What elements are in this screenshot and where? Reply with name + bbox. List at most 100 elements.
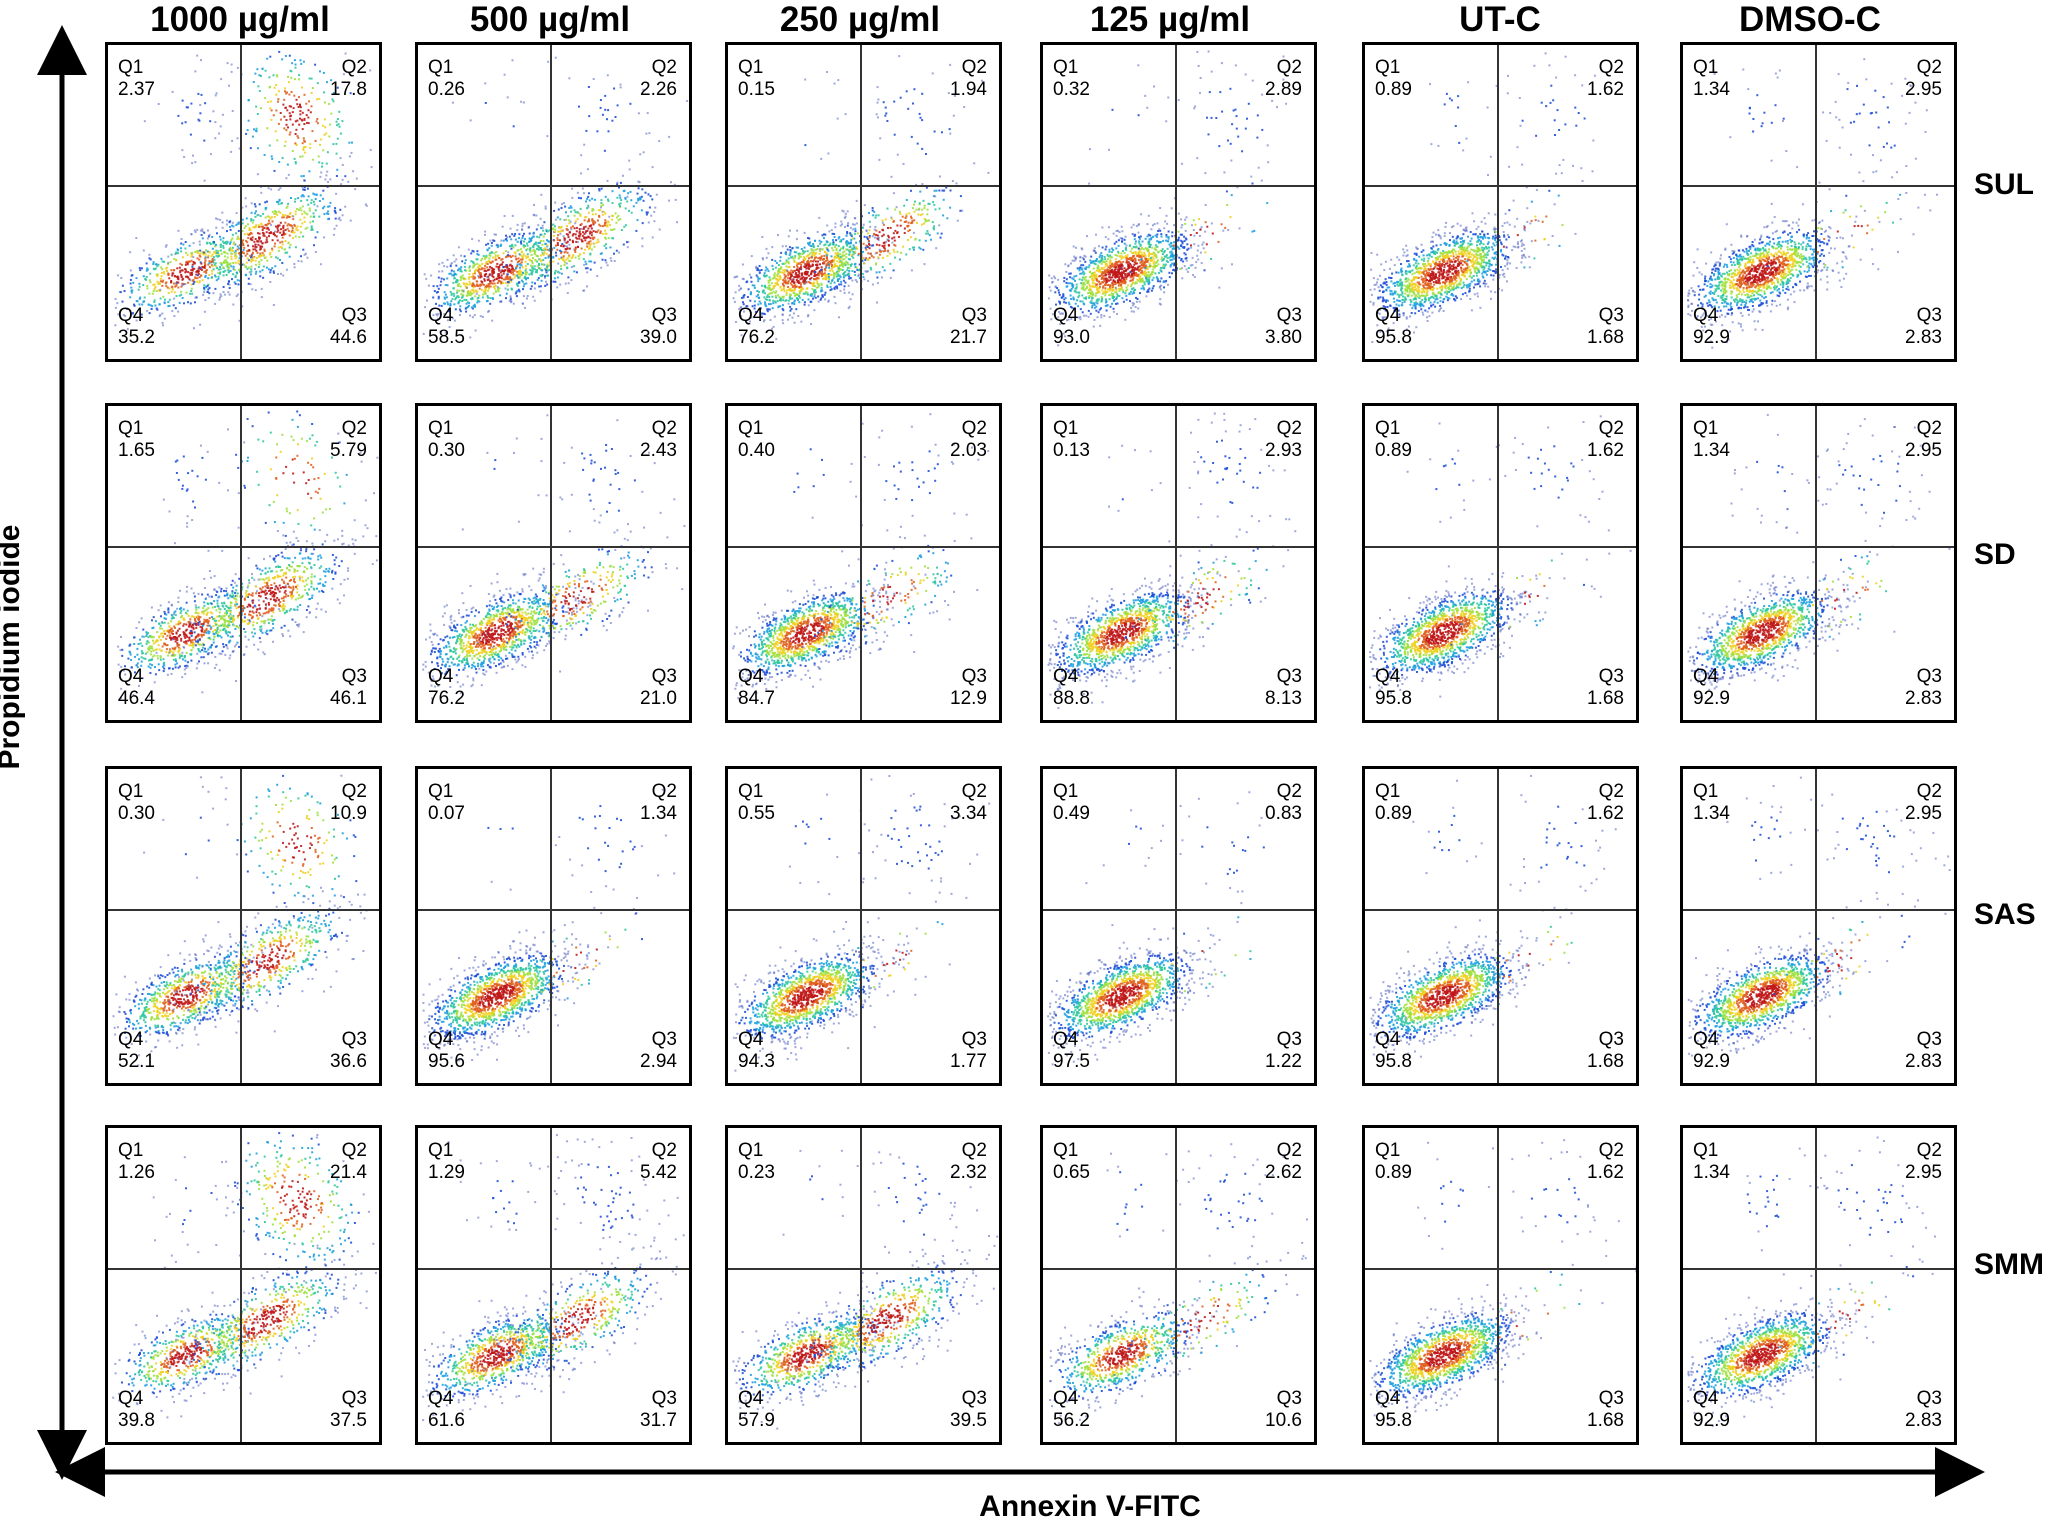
event-point (259, 270, 262, 273)
event-point (251, 288, 254, 291)
event-point (1084, 255, 1087, 258)
event-point (1134, 257, 1136, 260)
event-point (299, 231, 302, 234)
event-point (523, 277, 526, 279)
event-point (823, 237, 825, 240)
event-point (879, 250, 882, 253)
event-point (846, 269, 849, 272)
event-point (209, 120, 212, 123)
event-point (799, 261, 802, 264)
event-point (201, 251, 204, 254)
event-point (1131, 278, 1134, 281)
event-point (1105, 277, 1108, 280)
event-point (284, 106, 287, 109)
event-point (637, 180, 640, 183)
event-point (484, 82, 487, 85)
event-point (277, 210, 280, 213)
event-point (826, 248, 829, 251)
event-point (919, 247, 922, 250)
event-point (1168, 256, 1171, 259)
event-point (1094, 260, 1097, 262)
event-point (161, 281, 164, 283)
event-point (1127, 258, 1130, 261)
event-point (1113, 266, 1116, 269)
event-point (604, 236, 607, 239)
event-point (176, 277, 179, 280)
event-point (219, 238, 222, 241)
event-point (1136, 278, 1139, 281)
event-point (214, 262, 217, 265)
event-point (1097, 298, 1100, 301)
event-point (599, 99, 602, 101)
event-point (432, 285, 435, 288)
event-point (558, 226, 561, 229)
event-point (530, 273, 533, 276)
event-point (314, 198, 317, 200)
event-point (268, 216, 271, 219)
event-point (201, 237, 204, 240)
event-point (311, 87, 314, 89)
event-point (246, 232, 249, 235)
event-point (1133, 269, 1135, 272)
event-point (568, 238, 571, 241)
event-point (868, 244, 871, 247)
event-point (295, 228, 298, 231)
event-point (210, 269, 213, 272)
event-point (146, 268, 149, 271)
event-point (207, 297, 210, 299)
event-point (830, 288, 833, 291)
event-point (790, 283, 793, 286)
event-point (572, 254, 575, 256)
event-point (810, 276, 813, 279)
event-point (607, 221, 610, 224)
event-point (141, 303, 144, 306)
event-point (788, 296, 791, 299)
event-point (856, 280, 858, 283)
event-point (177, 229, 180, 232)
event-point (327, 213, 330, 215)
event-point (787, 280, 790, 283)
event-point (632, 205, 635, 208)
event-point (595, 241, 598, 244)
event-point (844, 226, 846, 228)
event-point (562, 255, 565, 258)
event-point (485, 256, 488, 259)
event-point (250, 218, 253, 220)
event-point (477, 239, 480, 242)
event-point (478, 294, 481, 297)
event-point (540, 193, 543, 196)
event-point (742, 301, 744, 304)
event-point (158, 303, 161, 306)
event-point (471, 289, 474, 291)
event-point (838, 274, 840, 277)
event-point (1094, 251, 1097, 254)
event-point (269, 281, 272, 283)
event-point (776, 283, 779, 286)
event-point (336, 86, 339, 89)
event-point (299, 59, 302, 62)
event-point (741, 263, 744, 266)
event-point (334, 210, 337, 213)
event-point (611, 218, 613, 221)
event-point (1077, 296, 1080, 299)
event-point (478, 271, 480, 274)
quadrant-label-q2: Q2 2.26 (640, 57, 677, 101)
event-point (180, 238, 183, 240)
event-point (276, 75, 279, 78)
event-point (203, 231, 206, 234)
event-point (220, 295, 223, 298)
event-point (876, 276, 879, 279)
event-point (594, 230, 597, 233)
event-point (497, 273, 500, 276)
event-point (889, 276, 892, 279)
event-point (336, 137, 339, 140)
event-point (292, 215, 295, 218)
event-point (590, 234, 593, 237)
event-point (1167, 237, 1170, 240)
event-point (815, 274, 818, 276)
event-point (273, 169, 276, 172)
event-point (835, 239, 838, 242)
event-point (189, 133, 192, 136)
event-point (1112, 310, 1115, 313)
event-point (794, 255, 797, 258)
